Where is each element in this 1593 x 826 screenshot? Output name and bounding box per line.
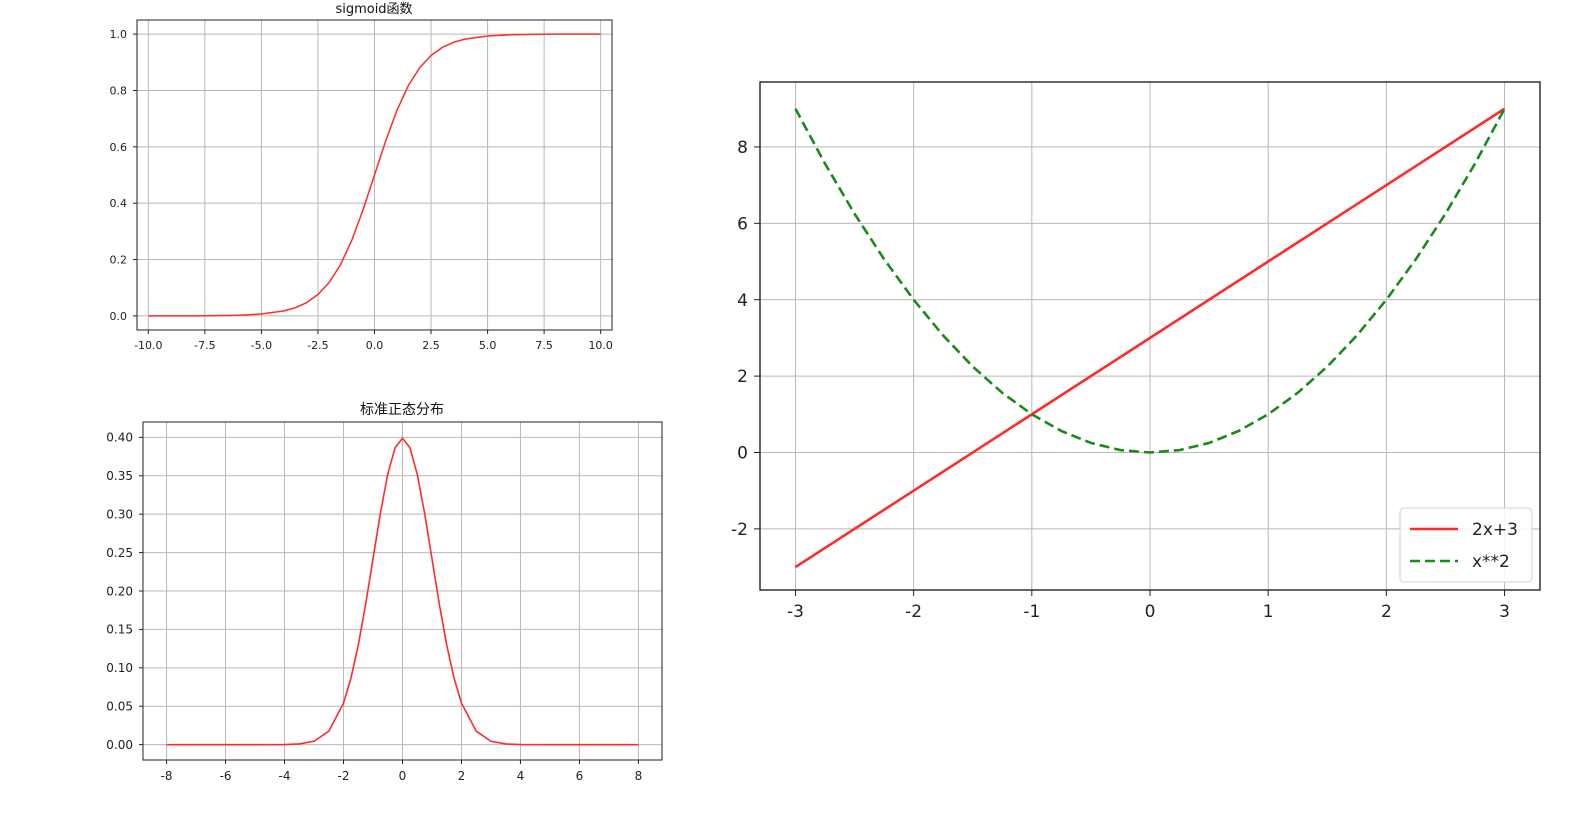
x-tick-label: -7.5	[194, 339, 215, 352]
y-tick-label: 0.2	[110, 254, 128, 267]
y-tick-label: 4	[737, 291, 748, 311]
y-tick-label: 0.15	[106, 623, 133, 637]
x-tick-label: 5.0	[479, 339, 497, 352]
legend-box	[1399, 507, 1533, 583]
y-tick-label: 1.0	[110, 28, 128, 41]
x-tick-label: -6	[220, 769, 232, 783]
polynomial-chart: -3 -2 -1 0 1 2 3 -2 0 2 4 6 8 2x+3 x**2	[731, 81, 1541, 622]
x-tick-label: 8	[635, 769, 643, 783]
chart-title: sigmoid函数	[335, 2, 412, 17]
x-tick-label: -3	[787, 602, 804, 622]
series-line-0	[148, 33, 601, 317]
x-tick-label: 10.0	[588, 339, 613, 352]
y-tick-label: 0.25	[106, 546, 133, 560]
y-tick-label: 0.00	[106, 738, 133, 752]
x-tick-label: -2	[338, 769, 350, 783]
x-tick-label: -4	[279, 769, 291, 783]
y-tick-label: 8	[737, 138, 748, 158]
y-tick-label: 0.35	[106, 469, 133, 483]
y-tick-label: 6	[737, 214, 748, 234]
normal-distribution-chart: 标准正态分布 -8 -6 -4 -2 0 2 4 6 8 0.00 0.05 0.10 0.15 0.20…	[106, 402, 663, 783]
series-line-0	[166, 437, 639, 746]
sigmoid-chart: sigmoid函数 -10.0 -7.5 -5.0 -2.5 0.0 2.5 5.0 7.5 1…	[110, 2, 613, 352]
y-tick-label: 0.0	[110, 310, 128, 323]
y-tick-label: 0.05	[106, 700, 133, 714]
y-tick-label: 0.6	[110, 141, 128, 154]
legend-label: 2x+3	[1472, 520, 1518, 540]
chart-title: 标准正态分布	[360, 402, 444, 418]
x-tick-label: 0	[399, 769, 407, 783]
series-line-2x-3	[794, 107, 1506, 569]
x-tick-label: 0	[1145, 602, 1156, 622]
x-tick-label: 6	[576, 769, 584, 783]
y-tick-label: 0.20	[106, 584, 133, 598]
x-tick-label: -8	[161, 769, 173, 783]
y-tick-label: 0.4	[110, 197, 128, 210]
y-tick-label: 0	[737, 444, 748, 464]
y-tick-label: 0.8	[110, 84, 128, 97]
x-tick-label: 2	[458, 769, 466, 783]
y-tick-label: 2	[737, 367, 748, 387]
series-line-x-2	[794, 108, 1506, 454]
x-tick-label: 3	[1499, 602, 1510, 622]
x-tick-label: 4	[517, 769, 525, 783]
legend: 2x+3 x**2	[1399, 507, 1533, 583]
legend-label: x**2	[1472, 552, 1510, 572]
x-tick-label: 2	[1381, 602, 1392, 622]
y-tick-label: 0.30	[106, 508, 133, 522]
x-tick-label: 2.5	[422, 339, 440, 352]
x-tick-label: -2	[905, 602, 922, 622]
x-tick-label: -2.5	[307, 339, 328, 352]
x-tick-label: 1	[1263, 602, 1274, 622]
x-tick-label: 0.0	[366, 339, 384, 352]
x-tick-label: -1	[1023, 602, 1040, 622]
x-tick-label: -5.0	[251, 339, 272, 352]
x-tick-label: -10.0	[134, 339, 162, 352]
y-tick-label: 0.40	[106, 431, 133, 445]
y-tick-label: 0.10	[106, 661, 133, 675]
x-tick-label: 7.5	[535, 339, 553, 352]
y-tick-label: -2	[731, 520, 748, 540]
